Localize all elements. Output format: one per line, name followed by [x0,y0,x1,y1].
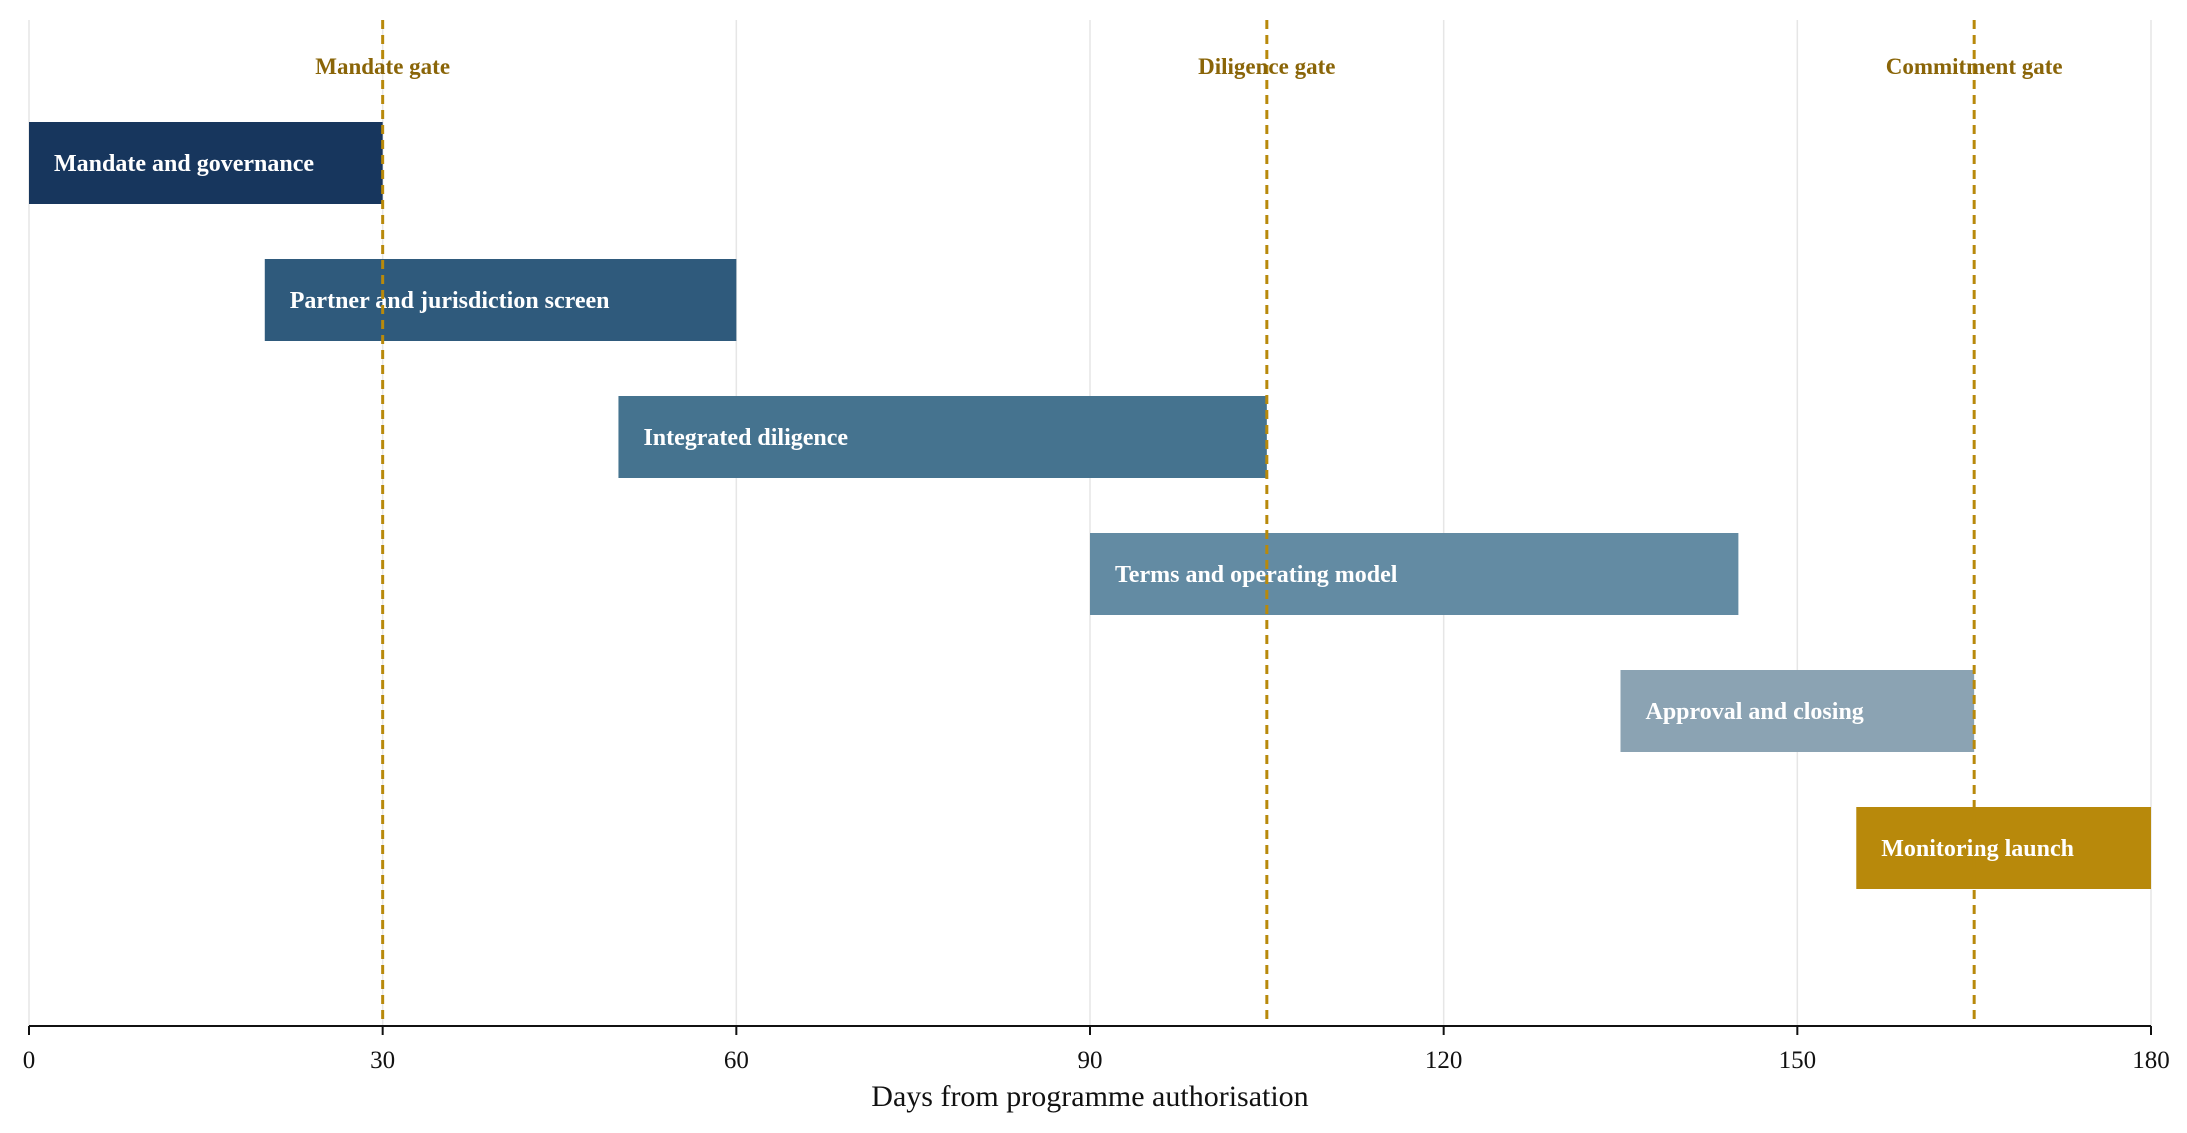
x-axis-title: Days from programme authorisation [871,1080,1308,1113]
x-tick-label-150: 150 [1779,1047,1817,1074]
x-tick-label-60: 60 [724,1047,749,1074]
task-bar-5 [1620,670,1975,752]
task-bar-3 [618,396,1267,478]
bar-layer: Mandate and governance Partner and jurisd… [29,122,2151,889]
gate-label-3: Commitment gate [1886,54,2063,79]
gate-label-2: Diligence gate [1198,54,1335,79]
task-label-1: Mandate and governance [54,151,314,177]
task-bar-2 [264,259,737,341]
task-bar-4 [1090,533,1739,615]
task-label-5: Approval and closing [1646,699,1864,725]
axis-layer: Days from programme authorisation 0 30 60 9… [23,1025,2170,1113]
task-bar-6 [1856,807,2151,889]
x-tick-label-180: 180 [2132,1047,2170,1074]
task-label-4: Terms and operating model [1115,562,1398,588]
gate-layer: Mandate gate Diligence gate Commitment gat… [315,20,2063,1026]
x-tick-label-30: 30 [370,1047,395,1074]
task-label-6: Monitoring launch [1881,836,2074,862]
gate-label-1: Mandate gate [315,54,450,79]
x-tick-label-0: 0 [23,1047,36,1074]
task-label-2: Partner and jurisdiction screen [290,288,610,314]
task-label-3: Integrated diligence [643,425,848,451]
x-tick-label-90: 90 [1078,1047,1103,1074]
task-bar-1 [29,122,383,204]
x-tick-label-120: 120 [1425,1047,1463,1074]
